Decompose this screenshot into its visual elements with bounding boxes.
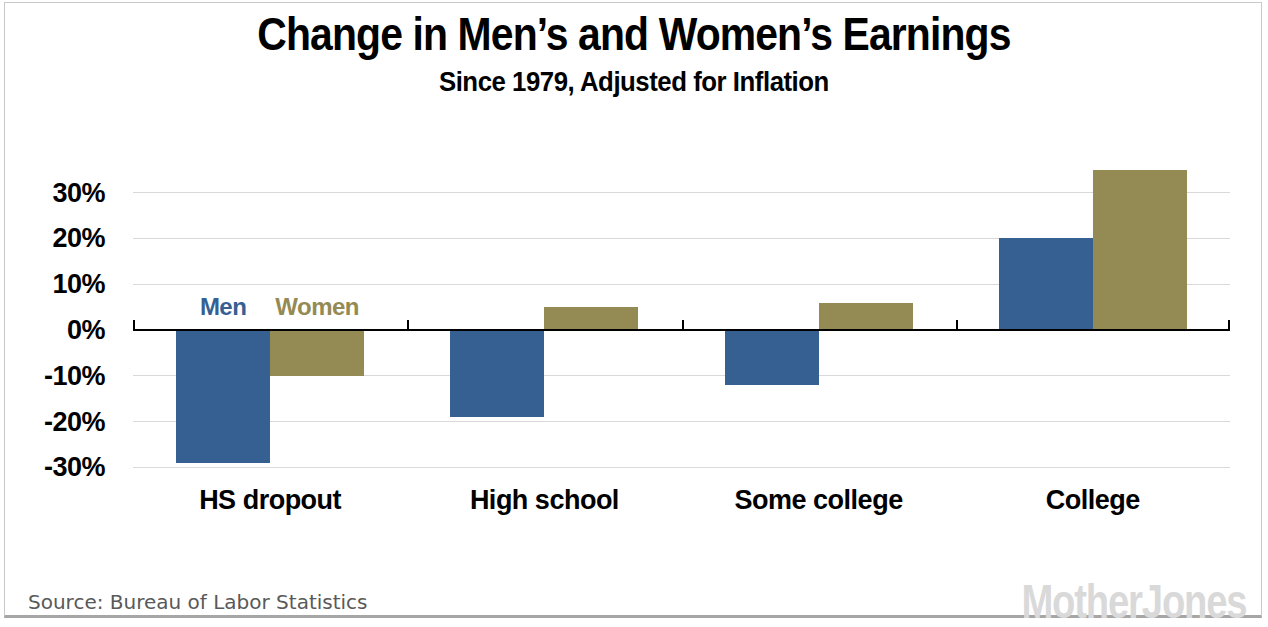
motherjones-logo: MotherJones: [1021, 573, 1246, 627]
bar-women-high-school: [544, 307, 638, 330]
chart-subtitle: Since 1979, Adjusted for Inflation: [0, 66, 1268, 98]
y-axis-tick-label: 10%: [5, 268, 105, 300]
x-axis-tick: [133, 320, 135, 330]
bar-men-hs-dropout: [176, 330, 270, 463]
gridline: [133, 467, 1230, 468]
gridline: [133, 192, 1230, 193]
bar-men-some-college: [725, 330, 819, 385]
chart-title-text: Change in Men’s and Women’s Earnings: [257, 6, 1010, 61]
bar-men-college: [999, 238, 1093, 330]
gridline: [133, 421, 1230, 422]
x-axis-tick: [1228, 320, 1230, 330]
x-axis-tick: [407, 320, 409, 330]
source-note: Source: Bureau of Labor Statistics: [28, 590, 368, 614]
y-axis-tick-label: -10%: [5, 360, 105, 392]
chart-title: Change in Men’s and Women’s Earnings: [0, 6, 1268, 61]
bar-women-hs-dropout: [270, 330, 364, 376]
category-label-some-college: Some college: [682, 485, 956, 516]
y-axis-tick-label: 20%: [5, 222, 105, 254]
y-axis-tick-label: -20%: [5, 406, 105, 438]
y-axis-tick-label: -30%: [5, 451, 105, 483]
bar-women-some-college: [819, 303, 913, 330]
bar-women-college: [1093, 170, 1187, 330]
x-axis-tick: [956, 320, 958, 330]
legend-label-women: Women: [242, 293, 392, 321]
y-axis-tick-label: 0%: [5, 314, 105, 346]
category-label-college: College: [956, 485, 1230, 516]
chart-subtitle-text: Since 1979, Adjusted for Inflation: [439, 66, 829, 98]
category-label-hs-dropout: HS dropout: [133, 485, 407, 516]
x-axis-tick: [682, 320, 684, 330]
category-label-high-school: High school: [407, 485, 681, 516]
bar-men-high-school: [450, 330, 544, 417]
y-axis-tick-label: 30%: [5, 177, 105, 209]
chart-canvas: Change in Men’s and Women’s Earnings Sin…: [0, 0, 1268, 627]
